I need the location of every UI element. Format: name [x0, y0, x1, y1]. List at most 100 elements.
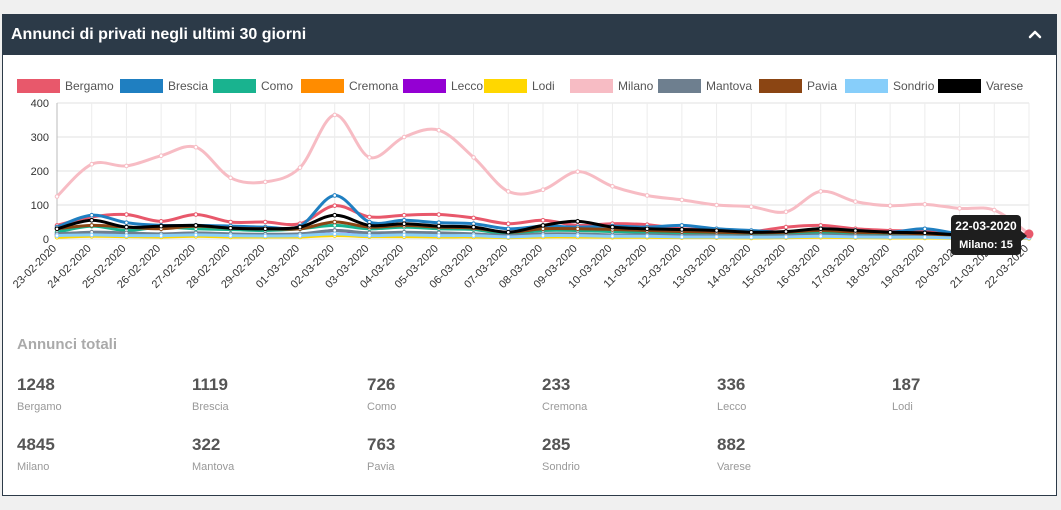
- data-point[interactable]: [505, 234, 511, 240]
- legend-item-como[interactable]: Como: [213, 79, 293, 93]
- data-point[interactable]: [124, 212, 129, 217]
- data-point[interactable]: [679, 234, 685, 240]
- data-point[interactable]: [922, 226, 928, 232]
- data-point[interactable]: [575, 233, 581, 238]
- data-point[interactable]: [262, 233, 268, 239]
- data-point[interactable]: [228, 175, 233, 181]
- data-point[interactable]: [401, 221, 407, 226]
- data-point[interactable]: [89, 218, 95, 223]
- data-point[interactable]: [158, 219, 164, 224]
- data-point[interactable]: [818, 233, 824, 239]
- data-point[interactable]: [158, 153, 164, 158]
- data-point[interactable]: [783, 209, 789, 215]
- data-point[interactable]: [540, 218, 546, 223]
- data-point[interactable]: [818, 226, 824, 232]
- data-point[interactable]: [714, 234, 719, 240]
- data-point[interactable]: [610, 224, 615, 230]
- data-point[interactable]: [228, 233, 233, 238]
- data-point[interactable]: [922, 235, 928, 240]
- data-point[interactable]: [332, 231, 338, 237]
- data-point[interactable]: [644, 193, 650, 198]
- data-point[interactable]: [89, 212, 95, 218]
- data-point[interactable]: [644, 233, 650, 239]
- data-point[interactable]: [332, 112, 338, 118]
- data-point[interactable]: [54, 233, 60, 238]
- data-point[interactable]: [158, 233, 164, 238]
- legend-item-milano[interactable]: Milano: [570, 79, 654, 93]
- data-point[interactable]: [262, 226, 268, 232]
- data-point[interactable]: [540, 233, 546, 238]
- data-point[interactable]: [679, 197, 685, 203]
- data-point[interactable]: [332, 219, 338, 225]
- data-point[interactable]: [89, 161, 95, 167]
- data-point[interactable]: [505, 229, 511, 235]
- data-point[interactable]: [367, 214, 372, 220]
- data-point[interactable]: [367, 233, 372, 238]
- legend-item-cremona[interactable]: Cremona: [301, 79, 399, 93]
- data-point[interactable]: [783, 224, 789, 230]
- data-point[interactable]: [748, 235, 754, 240]
- data-point[interactable]: [471, 155, 476, 160]
- data-point[interactable]: [505, 189, 511, 194]
- data-point[interactable]: [54, 194, 60, 199]
- data-point[interactable]: [748, 229, 754, 235]
- data-point[interactable]: [818, 189, 824, 194]
- data-point[interactable]: [540, 223, 546, 228]
- legend-item-bergamo[interactable]: Bergamo: [17, 79, 114, 93]
- data-point[interactable]: [714, 202, 719, 208]
- data-point[interactable]: [124, 224, 129, 230]
- data-point[interactable]: [436, 127, 442, 133]
- chevron-up-icon[interactable]: [1024, 23, 1046, 45]
- data-point[interactable]: [679, 227, 685, 232]
- data-point[interactable]: [540, 187, 546, 192]
- data-point[interactable]: [193, 223, 199, 228]
- data-point[interactable]: [332, 203, 338, 208]
- data-point[interactable]: [124, 220, 129, 225]
- data-point[interactable]: [853, 228, 858, 233]
- legend-item-mantova[interactable]: Mantova: [658, 79, 752, 93]
- data-point[interactable]: [471, 224, 476, 230]
- data-point[interactable]: [436, 223, 442, 229]
- data-point[interactable]: [401, 232, 407, 238]
- data-point[interactable]: [471, 215, 476, 221]
- data-point[interactable]: [332, 212, 338, 218]
- data-point[interactable]: [89, 223, 95, 228]
- data-point[interactable]: [158, 223, 164, 229]
- data-point[interactable]: [193, 144, 199, 150]
- data-point[interactable]: [887, 203, 893, 208]
- data-point[interactable]: [54, 226, 60, 232]
- data-point[interactable]: [401, 212, 407, 218]
- data-point[interactable]: [262, 219, 268, 225]
- legend-item-lodi[interactable]: Lodi: [484, 79, 555, 93]
- data-point[interactable]: [748, 204, 754, 209]
- data-point[interactable]: [714, 228, 719, 233]
- data-point[interactable]: [887, 235, 893, 240]
- data-point[interactable]: [401, 134, 407, 140]
- data-point[interactable]: [922, 202, 928, 207]
- data-point[interactable]: [922, 230, 928, 236]
- data-point[interactable]: [367, 223, 372, 228]
- data-point[interactable]: [471, 233, 476, 238]
- data-point[interactable]: [436, 212, 442, 217]
- data-point[interactable]: [644, 226, 650, 232]
- data-point[interactable]: [853, 199, 858, 204]
- data-point[interactable]: [297, 233, 303, 238]
- data-point[interactable]: [957, 206, 962, 211]
- data-point[interactable]: [89, 232, 95, 238]
- data-point[interactable]: [783, 234, 789, 240]
- data-point[interactable]: [193, 232, 199, 238]
- data-point[interactable]: [783, 229, 789, 234]
- data-point[interactable]: [575, 226, 581, 232]
- data-point[interactable]: [262, 179, 268, 185]
- legend-item-varese[interactable]: Varese: [938, 79, 1023, 93]
- data-point[interactable]: [193, 212, 199, 217]
- data-point[interactable]: [436, 233, 442, 238]
- data-point[interactable]: [991, 207, 997, 213]
- data-point[interactable]: [575, 169, 581, 174]
- data-point[interactable]: [297, 165, 303, 170]
- data-point[interactable]: [367, 155, 372, 160]
- legend-item-sondrio[interactable]: Sondrio: [845, 79, 935, 93]
- data-point[interactable]: [228, 219, 233, 225]
- data-point[interactable]: [505, 221, 511, 226]
- data-point[interactable]: [853, 234, 858, 240]
